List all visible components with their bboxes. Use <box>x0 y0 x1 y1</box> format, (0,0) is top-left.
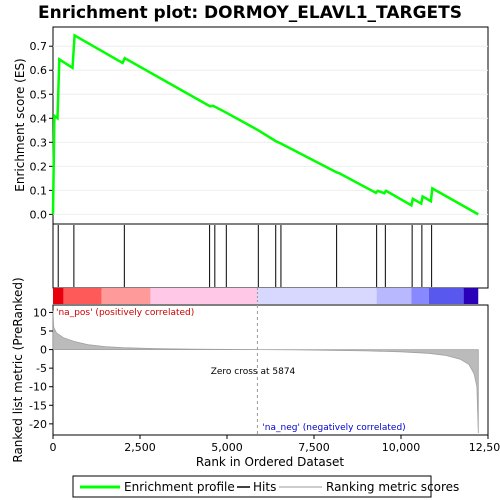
colorbar-segment <box>463 288 479 304</box>
rank-colorbar <box>53 288 479 304</box>
es-y-tick-label: 0.1 <box>30 184 48 197</box>
colorbar-segment <box>428 288 464 304</box>
x-axis-label: Rank in Ordered Dataset <box>196 455 344 469</box>
es-y-tick-label: 0.3 <box>30 136 48 149</box>
metric-y-tick-label: -10 <box>29 381 47 394</box>
zero-cross-label: Zero cross at 5874 <box>211 367 296 377</box>
positive-correlation-label: 'na_pos' (positively correlated) <box>56 308 194 318</box>
colorbar-segment <box>411 288 429 304</box>
metric-y-axis-label: Ranked list metric (PreRanked) <box>11 277 25 462</box>
metric-curve <box>52 310 479 434</box>
es-y-tick-label: 0.6 <box>30 64 48 77</box>
es-panel-frame <box>52 26 489 225</box>
legend-metric-label: Ranking metric scores <box>326 480 459 494</box>
hit-markers <box>57 225 433 287</box>
colorbar-segment <box>101 288 151 304</box>
es-y-tick-label: 0.0 <box>30 208 48 221</box>
x-tick-label: 2,500 <box>124 441 156 454</box>
x-tick-label: 0 <box>50 441 57 454</box>
es-panel-gridlines <box>53 45 488 215</box>
x-axis-ticks: 0 2,500 5,000 7,500 10,000 12,500 <box>50 435 500 454</box>
legend-enrichment-label: Enrichment profile <box>124 480 235 494</box>
negative-correlation-label: 'na_neg' (negatively correlated) <box>262 423 405 433</box>
colorbar-segment <box>53 288 64 304</box>
chart-title: Enrichment plot: DORMOY_ELAVL1_TARGETS <box>38 3 462 23</box>
x-tick-label: 12,500 <box>469 441 500 454</box>
metric-y-axis-ticks: 10 5 0 -5 -10 -15 -20 <box>29 306 53 431</box>
es-y-tick-label: 0.4 <box>30 112 48 125</box>
es-y-axis-label: Enrichment score (ES) <box>13 58 27 191</box>
legend-box <box>72 475 432 498</box>
metric-y-tick-label: 10 <box>33 306 47 319</box>
colorbar-segment <box>150 288 258 304</box>
metric-y-tick-label: -15 <box>29 399 47 412</box>
x-tick-label: 5,000 <box>211 441 243 454</box>
metric-panel-frame <box>52 304 489 436</box>
colorbar-segment <box>63 288 102 304</box>
es-y-tick-label: 0.2 <box>30 160 48 173</box>
x-tick-label: 7,500 <box>298 441 330 454</box>
x-tick-label: 10,000 <box>382 441 421 454</box>
ranking-metric-area <box>52 310 479 434</box>
enrichment-profile-line <box>51 33 479 216</box>
es-y-tick-label: 0.7 <box>30 40 48 53</box>
legend-hits-label: Hits <box>253 480 276 494</box>
es-y-tick-label: 0.5 <box>30 88 48 101</box>
metric-y-tick-label: -5 <box>36 362 47 375</box>
metric-y-tick-label: 0 <box>40 344 47 357</box>
metric-y-tick-label: -20 <box>29 418 47 431</box>
hits-panel-frame <box>52 223 489 289</box>
colorbar-segment <box>376 288 412 304</box>
colorbar-segment <box>257 288 377 304</box>
es-y-axis-ticks: 0.0 0.1 0.2 0.3 0.4 0.5 0.6 0.7 <box>30 40 53 221</box>
metric-y-tick-label: 5 <box>40 325 47 338</box>
